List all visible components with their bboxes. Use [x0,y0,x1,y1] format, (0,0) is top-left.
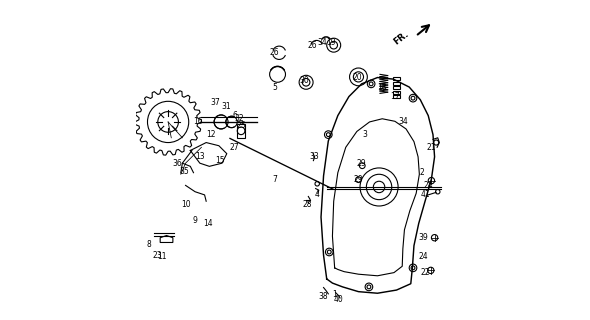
Text: 4: 4 [315,190,320,199]
Text: 37: 37 [211,99,221,108]
Text: 29: 29 [353,174,363,184]
Text: 33: 33 [309,152,319,161]
Text: 5: 5 [272,83,277,92]
Text: 23: 23 [152,251,162,260]
Text: 6: 6 [232,111,237,120]
Text: FR.: FR. [392,29,411,46]
Text: 11: 11 [157,252,166,261]
Circle shape [369,82,373,86]
Text: 19: 19 [327,38,336,47]
Text: 16: 16 [194,117,203,126]
Text: 9: 9 [193,216,198,225]
Text: 31: 31 [221,101,231,111]
Text: 24: 24 [424,181,433,190]
Bar [393,77,401,80]
Text: 29: 29 [357,159,366,168]
Text: 22: 22 [420,268,430,277]
Text: 8: 8 [147,240,152,249]
Circle shape [367,285,371,289]
Text: 26: 26 [307,41,317,50]
Bar [393,95,401,98]
Circle shape [411,266,415,270]
Text: 20: 20 [352,73,362,82]
Text: 2: 2 [419,168,424,177]
Text: 34: 34 [398,117,408,126]
Text: 38: 38 [319,292,329,301]
Text: 13: 13 [195,152,205,161]
Text: 10: 10 [181,200,191,209]
Circle shape [326,133,330,137]
Text: 17: 17 [390,92,400,101]
Text: 12: 12 [206,130,216,139]
Text: 15: 15 [215,156,225,164]
Bar [393,91,401,94]
Text: 39: 39 [418,233,428,242]
Text: 14: 14 [203,219,212,228]
Circle shape [411,96,415,100]
Text: 25: 25 [236,121,246,130]
Text: 21: 21 [427,143,436,152]
Bar [393,82,401,85]
Circle shape [327,250,331,254]
Text: 3: 3 [362,130,367,139]
Text: 35: 35 [180,167,189,176]
Text: 32: 32 [235,114,244,123]
Text: 41: 41 [420,190,430,199]
Text: 27: 27 [230,143,240,152]
Text: 30: 30 [300,76,309,85]
Text: 18: 18 [378,83,387,92]
Text: 26: 26 [270,48,279,57]
Text: 40: 40 [334,295,343,304]
Text: 34: 34 [317,38,327,47]
Bar [393,86,401,89]
Text: 36: 36 [173,159,182,168]
Text: 7: 7 [272,174,277,184]
Text: 24: 24 [419,252,428,261]
Bar [237,124,245,138]
Text: 1: 1 [332,290,337,299]
Text: 28: 28 [303,200,313,209]
